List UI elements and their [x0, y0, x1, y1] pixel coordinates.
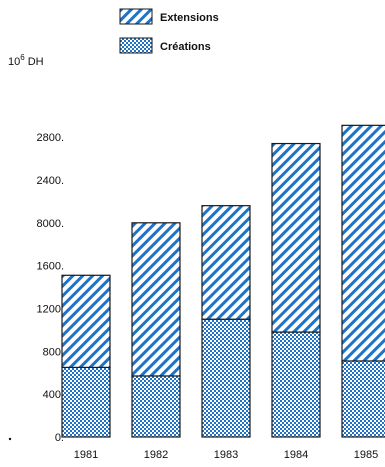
unit-suffix: DH [28, 56, 44, 68]
legend: Extensions Créations [119, 8, 219, 54]
unit-exponent: 6 [20, 53, 25, 62]
y-tick-label: 0. [55, 432, 64, 444]
unit-base: 10 [8, 56, 20, 68]
legend-swatch-extensions [119, 8, 153, 25]
bar-segment-creations-1983 [201, 318, 251, 438]
bar-segment-creations-1985 [341, 360, 385, 438]
y-tick-label: 400. [43, 389, 64, 401]
y-tick-label: 8000. [36, 218, 64, 230]
bar-segment-extensions-1985 [341, 124, 385, 362]
x-tick-label-1983: 1983 [214, 449, 238, 461]
y-axis-unit-label: 106 DH [8, 53, 44, 68]
y-tick-label: 2400. [36, 175, 64, 187]
y-axis-ticks: 0. 400. 800. 1200. 1600. 8000. 2400. 2800. [8, 132, 64, 444]
x-axis-ticks: 1981 1982 1983 1984 1985 [74, 449, 378, 461]
legend-label-extensions: Extensions [160, 12, 219, 24]
y-tick-label: 2800. [36, 132, 64, 144]
x-tick-label-1985: 1985 [354, 449, 378, 461]
bar-segment-extensions-1982 [131, 222, 181, 377]
bar-segment-extensions-1984 [271, 142, 321, 333]
x-tick-label-1981: 1981 [74, 449, 98, 461]
legend-swatch-creations [119, 37, 153, 54]
legend-label-creations: Créations [160, 41, 211, 53]
bar-segment-creations-1982 [131, 375, 181, 438]
bar-segment-extensions-1981 [61, 274, 111, 368]
y-tick-label: 1600. [36, 261, 64, 273]
y-tick-label: 1200. [36, 303, 64, 315]
origin-dot [8, 437, 12, 441]
bar-segment-extensions-1983 [201, 205, 251, 320]
bars [61, 124, 385, 438]
bar-segment-creations-1981 [61, 366, 111, 438]
y-tick-label: 800. [43, 346, 64, 358]
bar-segment-creations-1984 [271, 331, 321, 438]
x-tick-label-1982: 1982 [144, 449, 168, 461]
x-tick-label-1984: 1984 [284, 449, 308, 461]
